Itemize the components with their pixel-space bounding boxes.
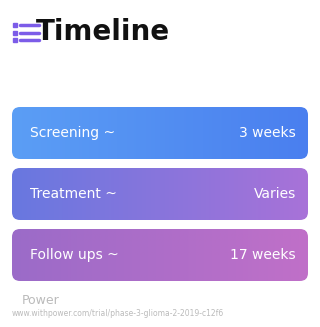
Text: 3 weeks: 3 weeks — [239, 126, 296, 140]
Text: Treatment ~: Treatment ~ — [30, 187, 117, 201]
Text: Timeline: Timeline — [36, 19, 170, 46]
Text: 17 weeks: 17 weeks — [230, 248, 296, 262]
FancyBboxPatch shape — [12, 168, 308, 220]
FancyBboxPatch shape — [12, 229, 308, 281]
FancyBboxPatch shape — [12, 107, 308, 159]
Text: Power: Power — [22, 295, 60, 307]
Text: Varies: Varies — [254, 187, 296, 201]
Text: Follow ups ~: Follow ups ~ — [30, 248, 119, 262]
Text: Screening ~: Screening ~ — [30, 126, 115, 140]
Text: www.withpower.com/trial/phase-3-glioma-2-2019-c12f6: www.withpower.com/trial/phase-3-glioma-2… — [12, 308, 224, 318]
